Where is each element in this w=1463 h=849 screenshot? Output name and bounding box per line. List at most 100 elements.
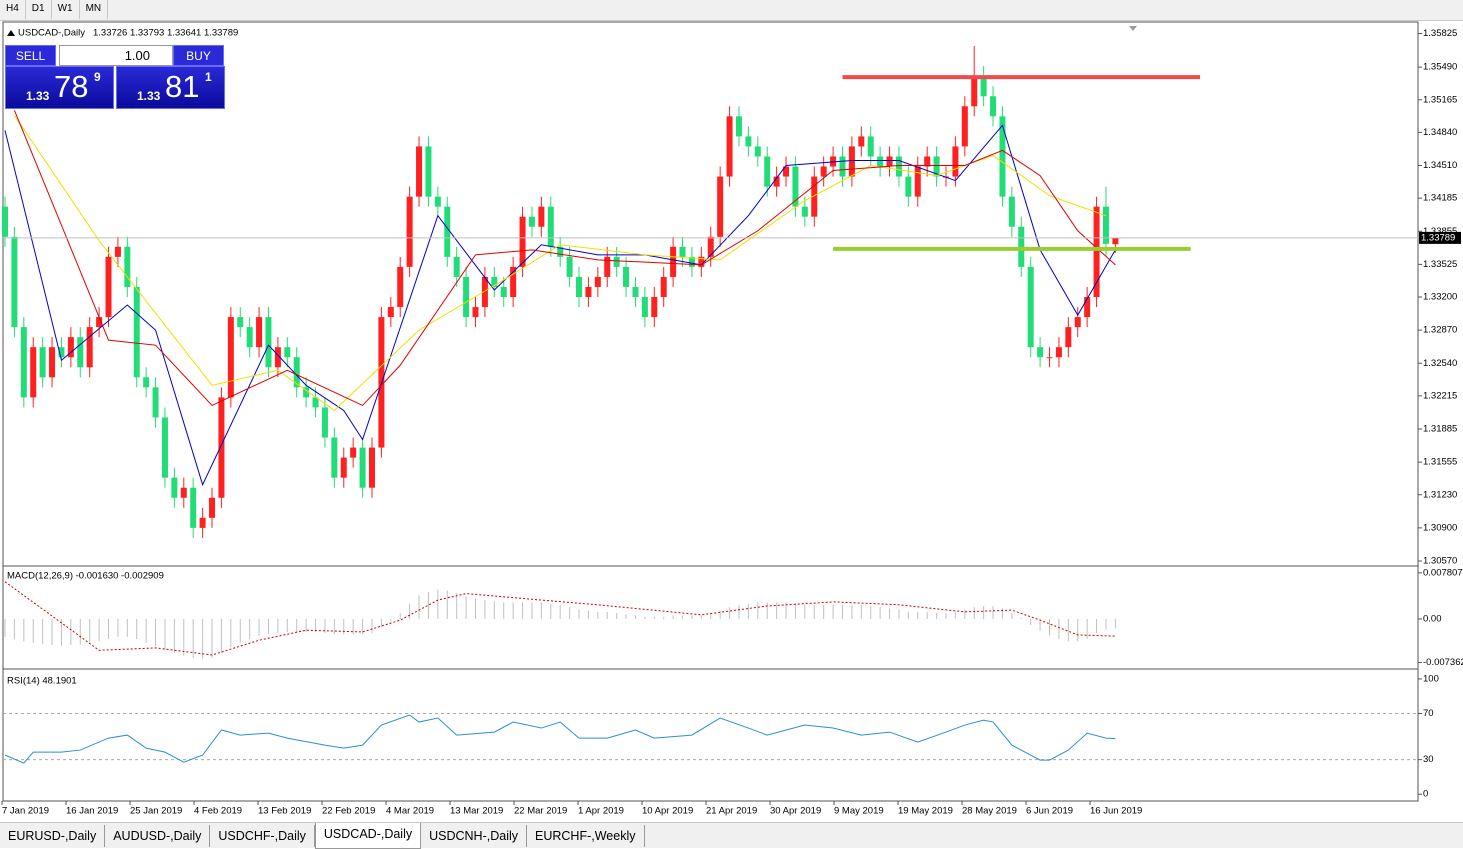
candle-body [340, 457, 347, 478]
candle-body [670, 246, 677, 277]
candle-body [726, 116, 733, 177]
x-tick-label: 16 Jun 2019 [1090, 806, 1142, 817]
y-tick-label: 1.35825 [1423, 28, 1457, 39]
candle-body [594, 276, 601, 287]
sell-price[interactable]: 1.33 78 9 [5, 66, 114, 109]
candle-body [331, 437, 338, 478]
candle-body [576, 276, 583, 298]
candle-body [519, 216, 526, 267]
candle-body [933, 156, 940, 177]
candle-body [1037, 347, 1044, 358]
collapse-arrow[interactable] [7, 30, 15, 36]
y-tick-label: 1.33525 [1423, 259, 1457, 270]
candle-body [735, 116, 742, 137]
candle-body [961, 106, 968, 147]
timeframe-button[interactable]: H4 [0, 0, 26, 19]
x-tick-label: 13 Feb 2019 [258, 806, 311, 817]
y-tick-label: 0.007807 [1423, 567, 1463, 578]
candle-body [67, 337, 74, 358]
candle-body [321, 407, 328, 438]
candle-body [557, 246, 564, 257]
y-tick-label: 1.30900 [1423, 522, 1457, 533]
candle-body [453, 256, 460, 277]
last-price-label: 1.33789 [1421, 232, 1455, 243]
candle-body [1046, 357, 1053, 359]
candle-body [397, 266, 404, 308]
candle-body [679, 246, 686, 257]
candle-body [858, 136, 865, 147]
last-price-box [1419, 231, 1461, 244]
price-pip: 1 [205, 70, 212, 84]
symbol-tab[interactable]: USDCAD-,Daily [314, 823, 422, 849]
y-tick-label: 1.35165 [1423, 94, 1457, 105]
timeframe-button[interactable]: W1 [52, 0, 80, 19]
x-tick-label: 22 Feb 2019 [322, 806, 375, 817]
candle-body [491, 276, 498, 287]
candle-body [86, 327, 93, 368]
buy-price[interactable]: 1.33 81 1 [116, 66, 225, 109]
y-tick-label: 1.32215 [1423, 390, 1457, 401]
symbol-tab[interactable]: AUDUSD-,Daily [105, 825, 211, 847]
lot-input[interactable]: 1.00 [59, 45, 173, 66]
candle-body [500, 286, 507, 298]
y-tick-label: 1.35490 [1423, 62, 1457, 73]
symbol-title: USDCAD-,Daily [18, 28, 85, 39]
y-tick-label: 30 [1423, 754, 1434, 765]
timeframe-bar: H4 D1 W1 MN [0, 0, 1463, 21]
candle-body [199, 517, 206, 528]
x-tick-label: 4 Mar 2019 [386, 806, 434, 817]
y-tick-label: 1.34510 [1423, 160, 1457, 171]
symbol-tab[interactable]: USDCHF-,Daily [210, 825, 315, 847]
candle-body [246, 327, 253, 348]
timeframe-button[interactable]: D1 [26, 0, 52, 19]
candle-body [30, 347, 37, 398]
candle-body [632, 286, 639, 298]
candle-body [566, 256, 573, 277]
candle-body [1065, 327, 1072, 348]
candle-body [359, 447, 366, 488]
candle-body [114, 246, 121, 257]
candle-body [237, 317, 244, 328]
timeframe-button[interactable]: MN [80, 0, 109, 19]
candle-body [1102, 206, 1109, 244]
candle-body [11, 236, 18, 328]
candle-body [914, 166, 921, 197]
candle-body [538, 206, 545, 227]
candle-body [368, 447, 375, 488]
x-tick-label: 19 May 2019 [898, 806, 953, 817]
candle-body [124, 246, 131, 287]
buy-button[interactable]: BUY [173, 45, 224, 66]
candle-body [39, 347, 46, 378]
candle-body [848, 146, 855, 177]
candle-body [604, 256, 611, 277]
candle-body [999, 116, 1006, 197]
x-tick-label: 7 Jan 2019 [2, 806, 49, 817]
price-main: 81 [165, 69, 200, 104]
candle-body [209, 497, 216, 518]
y-tick-label: 100 [1423, 673, 1439, 684]
candle-body [1027, 266, 1034, 348]
candle-body [472, 307, 479, 318]
candle-body [877, 156, 884, 167]
candle-body [924, 156, 931, 167]
candle-body [284, 347, 291, 358]
y-tick-label: -0.007362 [1423, 657, 1463, 668]
y-tick-label: 1.34840 [1423, 127, 1457, 138]
symbol-tab[interactable]: USDCNH-,Daily [421, 825, 528, 847]
y-tick-label: 1.32870 [1423, 325, 1457, 336]
x-tick-label: 9 May 2019 [834, 806, 884, 817]
candle-body [481, 276, 488, 308]
candle-body [274, 347, 281, 368]
candle-body [792, 166, 799, 207]
y-tick-label: 1.31885 [1423, 424, 1457, 435]
x-tick-label: 22 Mar 2019 [514, 806, 567, 817]
candle-body [227, 317, 234, 398]
x-tick-label: 6 Jun 2019 [1026, 806, 1073, 817]
symbol-tab[interactable]: EURCHF-,Weekly [527, 825, 645, 847]
symbol-tab[interactable]: EURUSD-,Daily [0, 825, 106, 847]
candle-body [867, 136, 874, 157]
candle-body [905, 176, 912, 197]
indicator-line [13, 110, 1116, 407]
sell-button[interactable]: SELL [5, 45, 56, 66]
candle-body [265, 317, 272, 368]
